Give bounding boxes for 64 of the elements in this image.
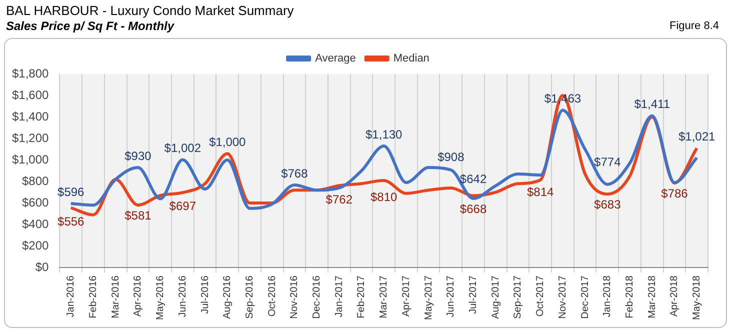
- data-label: $683: [594, 197, 622, 212]
- x-tick-label: Aug-2017: [490, 275, 502, 319]
- chart-title: BAL HARBOUR - Luxury Condo Market Summary: [6, 3, 294, 18]
- data-label: $930: [124, 148, 152, 163]
- y-tick-label: $600: [22, 195, 50, 210]
- x-tick-label: Jun-2017: [446, 275, 457, 318]
- data-label: $814: [526, 185, 554, 200]
- data-label: $908: [438, 150, 465, 164]
- x-tick-label: Feb-2016: [88, 275, 99, 318]
- chart-subtitle: Sales Price p/ Sq Ft - Monthly: [6, 19, 174, 33]
- data-label: $1,130: [366, 127, 403, 142]
- data-label: $581: [124, 208, 152, 222]
- data-label: $1,411: [634, 97, 670, 112]
- x-tick-label: Dec-2017: [580, 275, 591, 319]
- x-tick-label: Mar-2018: [646, 275, 658, 318]
- x-tick-label: Jun-2016: [177, 275, 188, 318]
- y-tick-label: $1,000: [12, 152, 50, 166]
- x-tick-label: Dec-2016: [312, 275, 323, 319]
- data-label: $810: [370, 190, 398, 204]
- y-tick-label: $1,600: [12, 88, 50, 102]
- y-tick-label: $1,200: [12, 130, 50, 145]
- data-label: $774: [594, 155, 622, 170]
- data-label: $668: [460, 202, 487, 216]
- x-tick-label: Oct-2016: [266, 275, 278, 317]
- data-label: $786: [661, 186, 688, 200]
- data-label: $596: [58, 184, 85, 199]
- x-tick-label: Apr-2018: [669, 275, 680, 317]
- x-tick-label: Feb-2018: [624, 275, 636, 318]
- y-tick-label: $1,800: [12, 66, 50, 80]
- data-label: $1,000: [209, 134, 246, 149]
- x-tick-label: Sep-2016: [244, 275, 256, 319]
- data-label: $768: [281, 166, 308, 180]
- data-label: $1,002: [164, 141, 202, 156]
- x-tick-label: Jan-2018: [602, 275, 614, 318]
- x-tick-label: Jul-2016: [200, 275, 211, 314]
- x-tick-label: Apr-2016: [132, 275, 144, 317]
- data-label: $697: [169, 198, 196, 213]
- y-tick-label: $1,400: [12, 109, 50, 124]
- data-label: $1,021: [678, 130, 716, 144]
- x-tick-label: Nov-2016: [289, 275, 300, 319]
- x-tick-label: Mar-2017: [378, 275, 390, 318]
- x-tick-label: Sep-2017: [512, 275, 524, 319]
- x-tick-label: Oct-2017: [535, 275, 546, 317]
- x-tick-label: Mar-2016: [110, 275, 122, 318]
- x-tick-label: Jul-2017: [468, 275, 480, 314]
- data-label: $556: [58, 214, 85, 229]
- x-tick-label: May-2018: [692, 275, 703, 320]
- x-tick-label: Jan-2017: [334, 275, 345, 318]
- legend-label: Average: [315, 52, 356, 65]
- y-tick-label: $400: [22, 216, 50, 231]
- y-tick-label: $200: [22, 238, 50, 252]
- x-tick-label: Feb-2017: [356, 275, 368, 318]
- x-tick-label: May-2017: [423, 275, 434, 320]
- x-tick-label: Aug-2016: [222, 275, 234, 319]
- x-tick-label: Apr-2017: [400, 275, 412, 317]
- legend-label: Median: [393, 52, 430, 65]
- data-label: $642: [460, 172, 487, 186]
- y-tick-label: $800: [22, 174, 50, 188]
- x-tick-label: Jan-2016: [66, 275, 77, 318]
- caption: Figure 8.4: [669, 20, 719, 32]
- x-tick-label: Nov-2017: [557, 275, 568, 319]
- y-tick-label: $0: [35, 260, 50, 274]
- x-tick-label: May-2016: [155, 275, 166, 320]
- data-label: $762: [326, 192, 353, 206]
